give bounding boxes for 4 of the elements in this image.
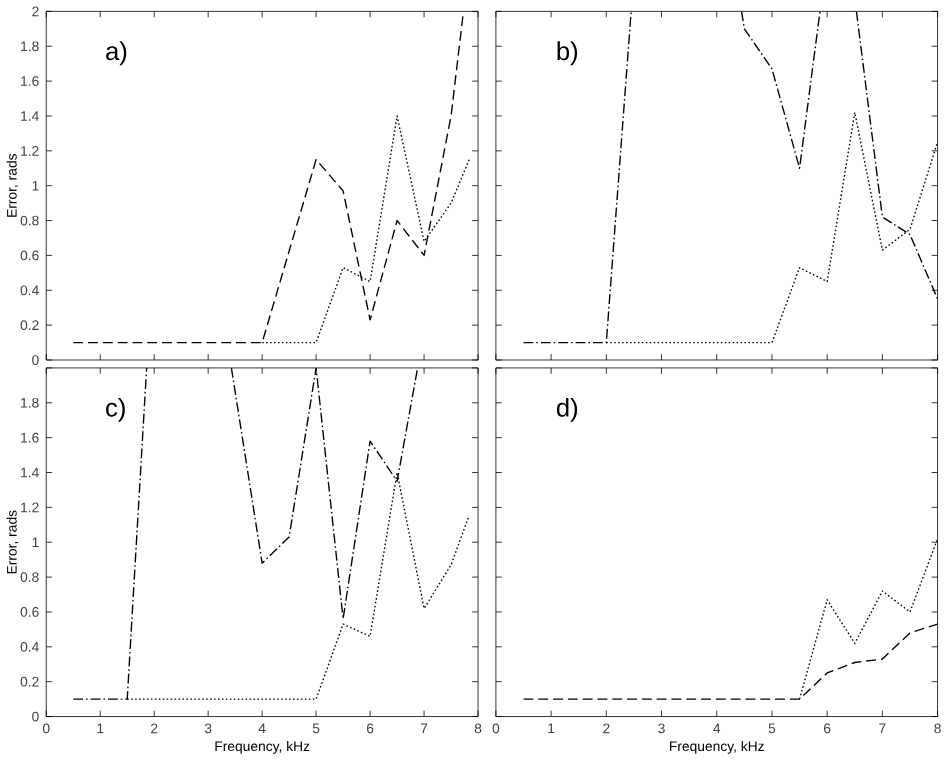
text: c) [106, 397, 125, 422]
text: d) [556, 397, 578, 422]
text: b) [557, 41, 578, 66]
text: a) [106, 41, 127, 66]
